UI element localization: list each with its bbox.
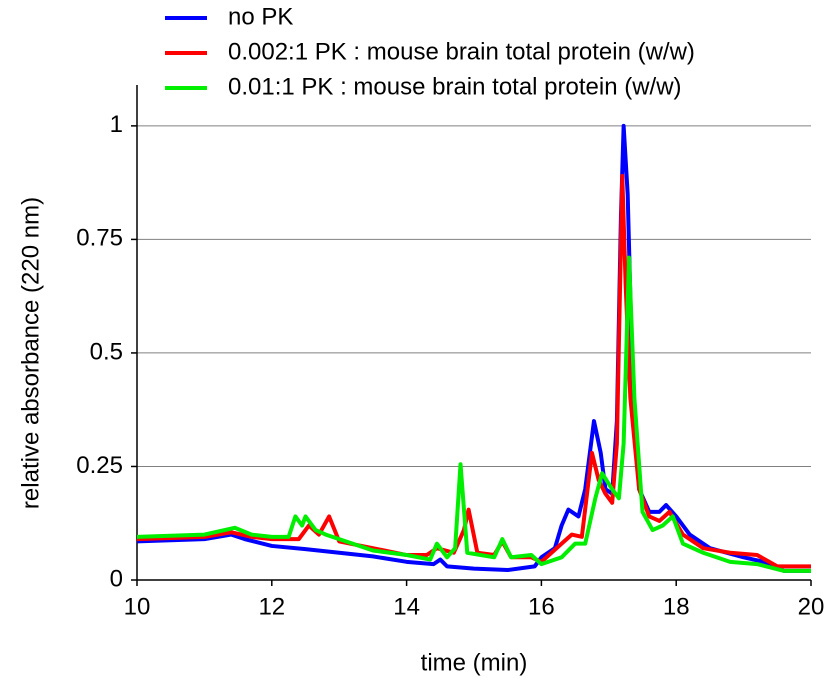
data-line: [136, 173, 811, 569]
y-tick-label: 0.25: [76, 452, 123, 479]
x-axis-label: time (min): [421, 649, 528, 676]
legend-label: 0.002:1 PK : mouse brain total protein (…: [228, 38, 695, 65]
x-tick-label: 20: [798, 593, 825, 620]
data-line: [136, 255, 811, 573]
y-tick-label: 0.5: [90, 338, 123, 365]
legend-label: 0.01:1 PK : mouse brain total protein (w…: [228, 73, 682, 100]
x-tick-label: 10: [124, 593, 151, 620]
x-tick-label: 18: [663, 593, 690, 620]
y-tick-label: 0: [110, 565, 123, 592]
y-tick-label: 0.75: [76, 225, 123, 252]
y-axis-label: relative absorbance (220 nm): [17, 197, 44, 509]
legend-label: no PK: [228, 3, 293, 30]
y-tick-label: 1: [110, 111, 123, 138]
x-tick-label: 14: [393, 593, 420, 620]
x-tick-label: 12: [258, 593, 285, 620]
x-tick-label: 16: [528, 593, 555, 620]
data-line: [136, 123, 811, 573]
